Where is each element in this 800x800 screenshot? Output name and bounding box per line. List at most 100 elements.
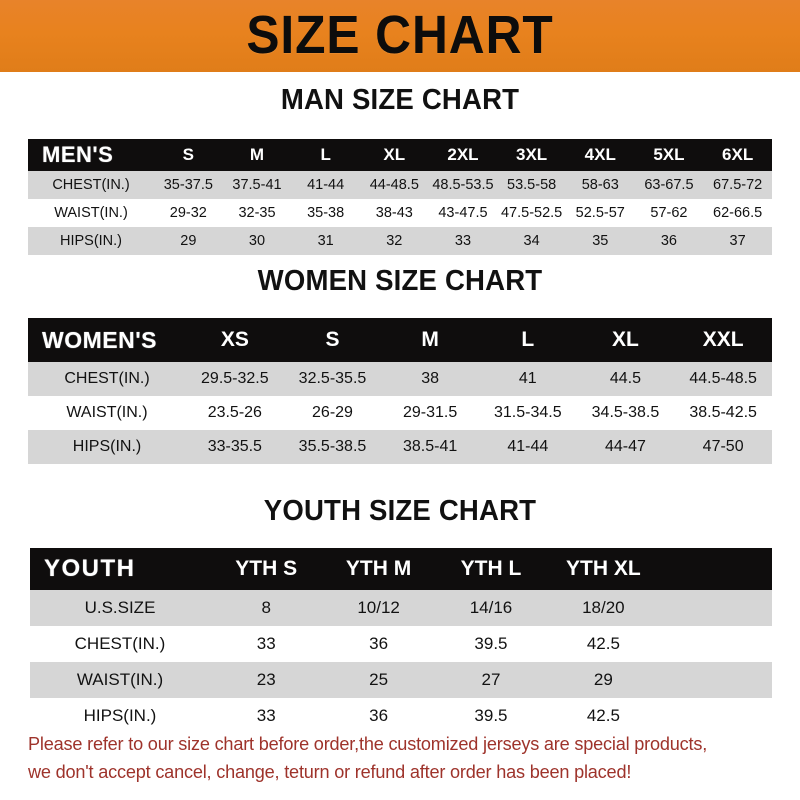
table-row: CHEST(IN.) 33 36 39.5 42.5 bbox=[30, 626, 772, 662]
women-cell: 44.5 bbox=[609, 370, 642, 387]
men-col-header: 6XL bbox=[703, 139, 772, 171]
youth-cell: 39.5 bbox=[474, 706, 508, 725]
men-cell: 32-35 bbox=[238, 205, 276, 221]
women-row-label: WAIST(IN.) bbox=[66, 404, 148, 421]
women-header-row: WOMEN'S XS S M L XL XXL bbox=[28, 318, 772, 362]
men-cell: 53.5-58 bbox=[507, 177, 557, 193]
men-cell: 35-38 bbox=[307, 205, 345, 221]
women-row-label: CHEST(IN.) bbox=[64, 370, 150, 387]
youth-cell: 23 bbox=[256, 670, 276, 689]
women-col-header: XL bbox=[576, 318, 675, 362]
youth-cell-empty bbox=[660, 626, 772, 662]
men-cell: 38-43 bbox=[375, 205, 413, 221]
men-cell: 62-66.5 bbox=[713, 205, 763, 221]
men-cell: 36 bbox=[660, 233, 677, 249]
men-header-row: MEN'S S M L XL 2XL 3XL 4XL 5XL 6XL bbox=[28, 139, 772, 171]
women-cell: 29.5-32.5 bbox=[201, 370, 269, 387]
table-row: HIPS(IN.) 33-35.5 35.5-38.5 38.5-41 41-4… bbox=[28, 430, 772, 464]
women-cell: 38.5-42.5 bbox=[689, 404, 757, 421]
youth-table-body: U.S.SIZE 8 10/12 14/16 18/20 CHEST(IN.) … bbox=[30, 590, 772, 734]
women-size-table: WOMEN'S XS S M L XL XXL CHEST(IN.) 29.5-… bbox=[28, 318, 772, 464]
men-cell: 57-62 bbox=[650, 205, 688, 221]
men-col-header: 4XL bbox=[565, 139, 635, 171]
youth-row-label: WAIST(IN.) bbox=[76, 670, 164, 689]
youth-cell-empty bbox=[660, 590, 772, 626]
men-cell: 63-67.5 bbox=[644, 177, 694, 193]
youth-cell: 42.5 bbox=[586, 706, 620, 725]
table-row: CHEST(IN.) 35-37.5 37.5-41 41-44 44-48.5… bbox=[28, 171, 772, 199]
women-cell: 31.5-34.5 bbox=[493, 404, 562, 421]
disclaimer-line-2: we don't accept cancel, change, teturn o… bbox=[28, 761, 632, 782]
page-title: SIZE CHART bbox=[246, 5, 554, 65]
youth-cell: 29 bbox=[593, 670, 613, 689]
man-section-title: MAN SIZE CHART bbox=[280, 84, 520, 116]
men-cell: 37 bbox=[729, 233, 746, 249]
youth-col-header: YTH M bbox=[322, 548, 435, 590]
women-col-header: XXL bbox=[674, 318, 772, 362]
men-col-header: 2XL bbox=[428, 139, 498, 171]
youth-size-table: YOUTH YTH S YTH M YTH L YTH XL U.S.SIZE … bbox=[30, 548, 772, 734]
youth-cell: 42.5 bbox=[586, 634, 620, 653]
youth-cell: 18/20 bbox=[582, 598, 625, 617]
women-cell: 44-47 bbox=[604, 438, 646, 455]
youth-row-label: HIPS(IN.) bbox=[83, 706, 157, 725]
youth-cell: 8 bbox=[261, 598, 271, 617]
women-cell: 29-31.5 bbox=[403, 404, 458, 421]
youth-cell-empty bbox=[660, 698, 772, 734]
women-cell: 44.5-48.5 bbox=[689, 370, 757, 387]
women-cell: 41 bbox=[518, 370, 537, 387]
youth-cell: 14/16 bbox=[469, 598, 513, 617]
youth-cell: 36 bbox=[369, 634, 389, 653]
men-cell: 35-37.5 bbox=[163, 177, 213, 193]
men-cell: 34 bbox=[523, 233, 540, 249]
youth-cell: 39.5 bbox=[474, 634, 508, 653]
youth-cell: 36 bbox=[369, 706, 389, 725]
youth-section-title: YOUTH SIZE CHART bbox=[263, 495, 537, 527]
women-cell: 32.5-35.5 bbox=[298, 370, 367, 387]
women-cell: 23.5-26 bbox=[207, 404, 262, 421]
men-cell: 58-63 bbox=[581, 177, 619, 193]
youth-col-header: YTH S bbox=[210, 548, 323, 590]
disclaimer-text: Please refer to our size chart before or… bbox=[28, 730, 763, 786]
women-row-label: HIPS(IN.) bbox=[72, 438, 142, 455]
women-col-header: L bbox=[478, 318, 577, 362]
youth-row-label: CHEST(IN.) bbox=[74, 634, 166, 653]
men-cell: 37.5-41 bbox=[232, 177, 282, 193]
women-cell: 35.5-38.5 bbox=[298, 438, 367, 455]
men-col-header: 3XL bbox=[497, 139, 566, 171]
women-section-title: WOMEN SIZE CHART bbox=[257, 265, 543, 297]
women-cell: 38.5-41 bbox=[403, 438, 458, 455]
men-cell: 67.5-72 bbox=[713, 177, 763, 193]
women-corner-label: WOMEN'S bbox=[28, 318, 186, 362]
men-cell: 33 bbox=[454, 233, 472, 249]
youth-row-label: U.S.SIZE bbox=[84, 598, 156, 617]
men-cell: 41-44 bbox=[307, 177, 345, 193]
women-table-body: CHEST(IN.) 29.5-32.5 32.5-35.5 38 41 44.… bbox=[28, 362, 772, 464]
disclaimer-line-1: Please refer to our size chart before or… bbox=[28, 733, 708, 754]
women-col-header: M bbox=[381, 318, 479, 362]
men-cell: 32 bbox=[386, 233, 403, 249]
men-row-label: HIPS(IN.) bbox=[59, 233, 123, 249]
men-table-body: CHEST(IN.) 35-37.5 37.5-41 41-44 44-48.5… bbox=[28, 171, 772, 255]
table-row: U.S.SIZE 8 10/12 14/16 18/20 bbox=[30, 590, 772, 626]
youth-col-header-empty bbox=[659, 548, 772, 590]
women-cell: 33-35.5 bbox=[207, 438, 262, 455]
men-cell: 31 bbox=[317, 233, 334, 249]
women-cell: 47-50 bbox=[702, 438, 744, 455]
women-col-header: XS bbox=[186, 318, 284, 362]
men-row-label: CHEST(IN.) bbox=[52, 177, 130, 193]
women-cell: 34.5-38.5 bbox=[591, 404, 660, 421]
page-banner: SIZE CHART bbox=[0, 0, 800, 72]
table-row: CHEST(IN.) 29.5-32.5 32.5-35.5 38 41 44.… bbox=[28, 362, 772, 396]
men-corner-label: MEN'S bbox=[28, 139, 154, 171]
men-cell: 43-47.5 bbox=[438, 205, 488, 221]
youth-corner-label: YOUTH bbox=[30, 548, 210, 590]
men-col-header: L bbox=[291, 139, 360, 171]
youth-cell: 33 bbox=[256, 634, 276, 653]
youth-col-header: YTH L bbox=[434, 548, 548, 590]
men-col-header: S bbox=[154, 139, 223, 171]
men-size-table: MEN'S S M L XL 2XL 3XL 4XL 5XL 6XL CHEST… bbox=[28, 139, 772, 255]
men-cell: 30 bbox=[248, 233, 266, 249]
women-cell: 38 bbox=[421, 370, 440, 387]
